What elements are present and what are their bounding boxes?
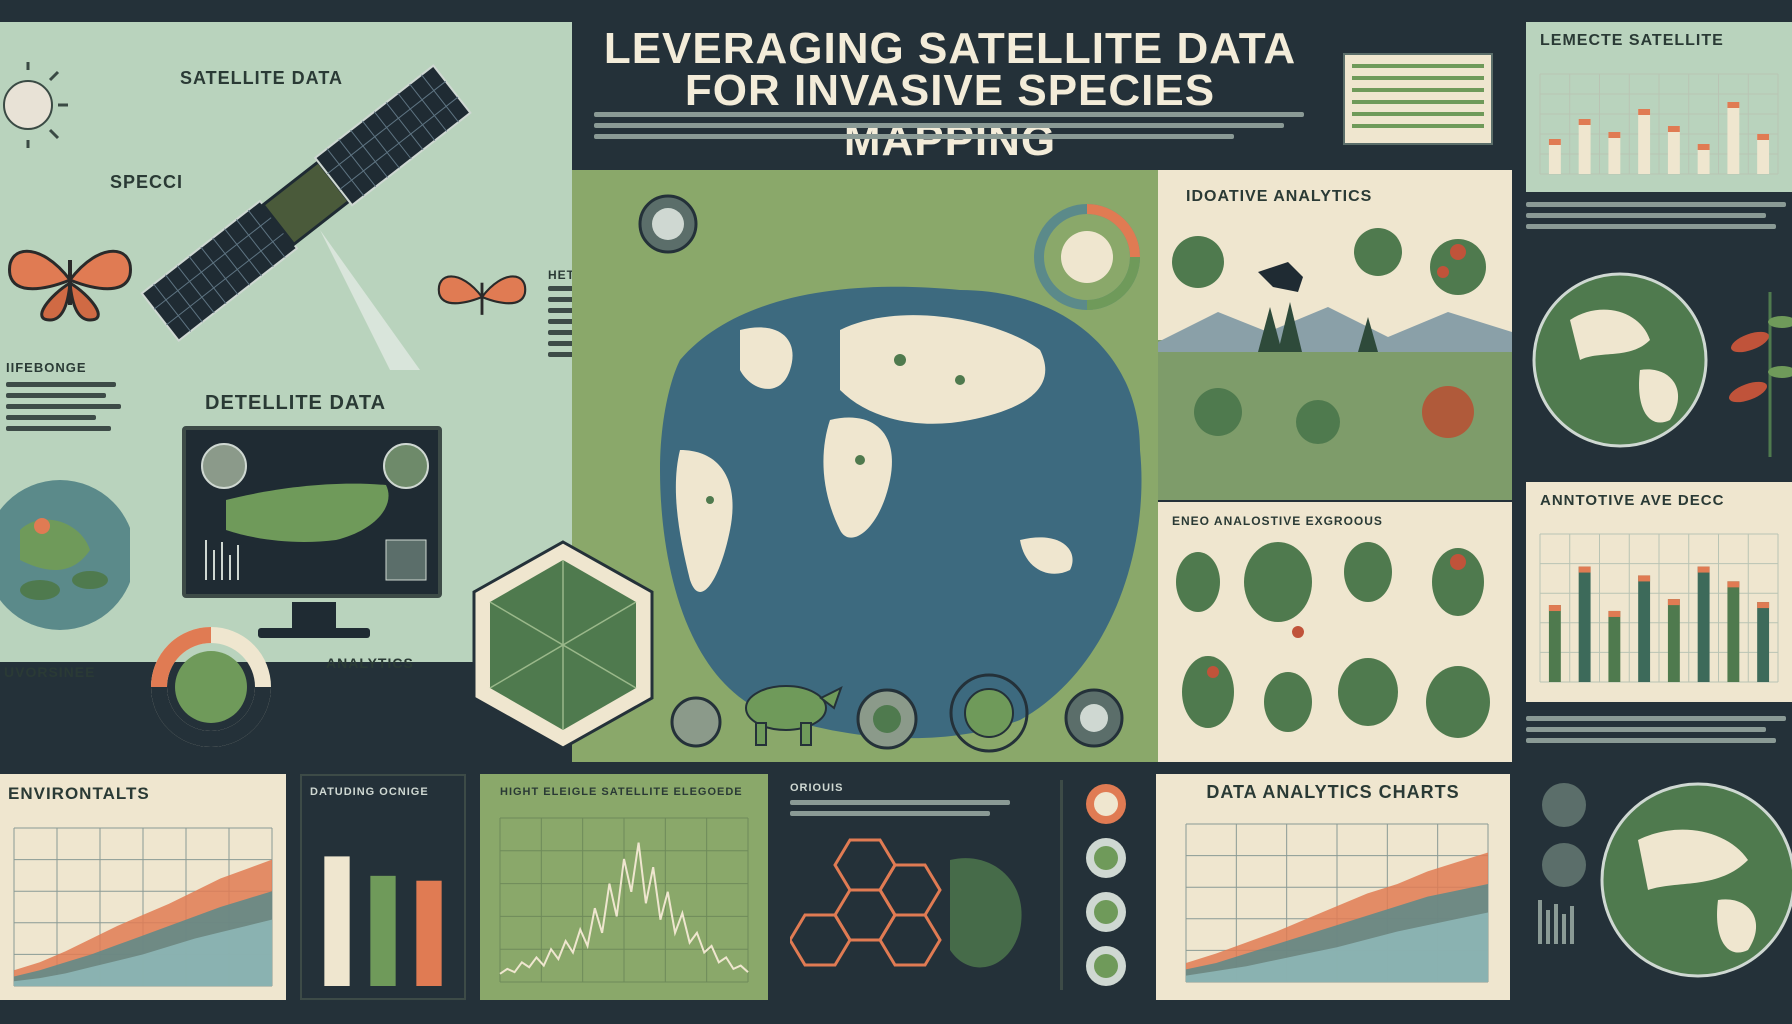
chart-bar	[1638, 575, 1651, 682]
chart-bar-cap	[1608, 610, 1621, 617]
chart-bar	[1578, 566, 1591, 682]
chart-bar	[370, 875, 396, 986]
page-title: LEVERAGING SATELLITE DATA	[603, 24, 1297, 73]
ir-ebonge-label: IIFEBONGE	[6, 360, 87, 375]
datuding-label: DATUDING OCNIGE	[310, 786, 429, 798]
text-block	[6, 382, 126, 437]
text-block	[1526, 202, 1788, 235]
predictive-analytics-label: IDOATIVE ANALYTICS	[1186, 188, 1373, 205]
chart-bar-cap	[1578, 566, 1591, 573]
sun-icon	[3, 62, 68, 148]
chart-bar	[1727, 102, 1740, 174]
chart-bar	[1667, 599, 1680, 682]
chart-bar-cap	[1638, 575, 1651, 582]
chart-bar-cap	[1638, 109, 1651, 115]
chart-bar-cap	[1727, 102, 1740, 108]
chart-bar	[1608, 610, 1621, 682]
eneo-analostive-label: ENEO ANALOSTIVE EXGROOUS	[1172, 514, 1383, 528]
monitor-base	[258, 628, 370, 638]
chart-bar-cap	[1608, 132, 1621, 138]
text-block	[790, 800, 1030, 822]
oriouis-label: ORIOUIS	[790, 782, 844, 794]
chart-bar-cap	[1757, 134, 1770, 140]
chart-bar-cap	[1697, 566, 1710, 573]
divider	[1060, 780, 1063, 990]
globe-icon	[1600, 782, 1792, 978]
uvorsinee-label: UVORSINEE	[4, 664, 96, 680]
chart-bar	[1667, 126, 1680, 174]
bar-chart-top	[1539, 73, 1779, 175]
chart-bar-cap	[1578, 119, 1591, 125]
chart-bar	[1548, 139, 1561, 174]
analytics-label: ANALYTICS	[326, 655, 414, 671]
chart-area-series	[14, 919, 272, 986]
satellite-icon	[140, 64, 472, 370]
chart-bar-cap	[1667, 126, 1680, 132]
butterfly-icon	[437, 275, 527, 315]
table-icon	[1343, 53, 1493, 145]
hexagon-network	[790, 838, 1022, 968]
chart-area-series	[1186, 912, 1488, 982]
lemecte-satellite-label: LEMECTE SATELLITE	[1540, 32, 1724, 49]
chart-bar-cap	[1548, 139, 1561, 145]
icon-column	[1086, 784, 1126, 986]
detellite-data-label: DETELLITE DATA	[205, 392, 387, 414]
chart-bar	[416, 880, 442, 986]
donut-chart	[151, 627, 271, 747]
data-analytics-charts-label: DATA ANALYTICS CHARTS	[1206, 782, 1460, 802]
area-chart-right	[1185, 823, 1489, 983]
monitor	[182, 426, 442, 598]
species-label: SPECCI	[110, 172, 184, 192]
chart-bar	[1757, 602, 1770, 682]
icon-cluster	[1538, 783, 1586, 944]
chart-bar-cap	[1727, 581, 1740, 588]
chart-bar	[1727, 581, 1740, 682]
text-block	[1526, 716, 1788, 749]
chart-bar-cap	[1757, 602, 1770, 609]
lens-icon	[670, 696, 722, 748]
animal-icon	[745, 685, 843, 746]
annotive-label: ANNTOTIVE AVE DECC	[1540, 492, 1725, 509]
leaf-icon	[1729, 292, 1792, 457]
target-icon	[949, 673, 1029, 753]
target-icon	[1064, 688, 1124, 748]
radial-chart	[1034, 204, 1140, 310]
landscape-illustration	[1158, 228, 1512, 500]
chart-bar	[1697, 144, 1710, 174]
chart-bar	[1638, 109, 1651, 174]
satellite-data-label: SATELLITE DATA	[180, 68, 343, 88]
title-banner	[574, 22, 1326, 168]
plant-species-grid	[1176, 542, 1490, 738]
target-icon	[856, 688, 918, 750]
chart-line	[499, 842, 749, 975]
line-chart	[499, 817, 749, 983]
globe-icon	[0, 480, 130, 630]
world-map	[660, 286, 1142, 739]
hight-eleigle-label: HIGHT ELEIGLE SATELLITE ELEGOEDE	[500, 786, 743, 798]
bar-chart-right	[1539, 533, 1779, 683]
chart-bar	[1757, 134, 1770, 174]
chart-bar	[1608, 132, 1621, 174]
butterfly-icon	[8, 249, 132, 322]
hexagon-map	[472, 540, 654, 750]
globe-icon	[1532, 272, 1708, 448]
monitor-stand	[292, 602, 336, 630]
bar-chart-small	[324, 856, 442, 986]
compass-icon	[638, 194, 698, 254]
chart-bar	[1548, 605, 1561, 682]
chart-bar	[1578, 119, 1591, 174]
title-description	[594, 112, 1304, 145]
chart-bar-cap	[1548, 605, 1561, 612]
chart-bar	[1697, 566, 1710, 682]
environtalts-label: ENVIRONTALTS	[8, 784, 150, 803]
chart-bar-cap	[1697, 144, 1710, 150]
chart-bar	[324, 856, 350, 986]
chart-bar-cap	[1667, 599, 1680, 606]
area-chart-left	[13, 827, 273, 987]
